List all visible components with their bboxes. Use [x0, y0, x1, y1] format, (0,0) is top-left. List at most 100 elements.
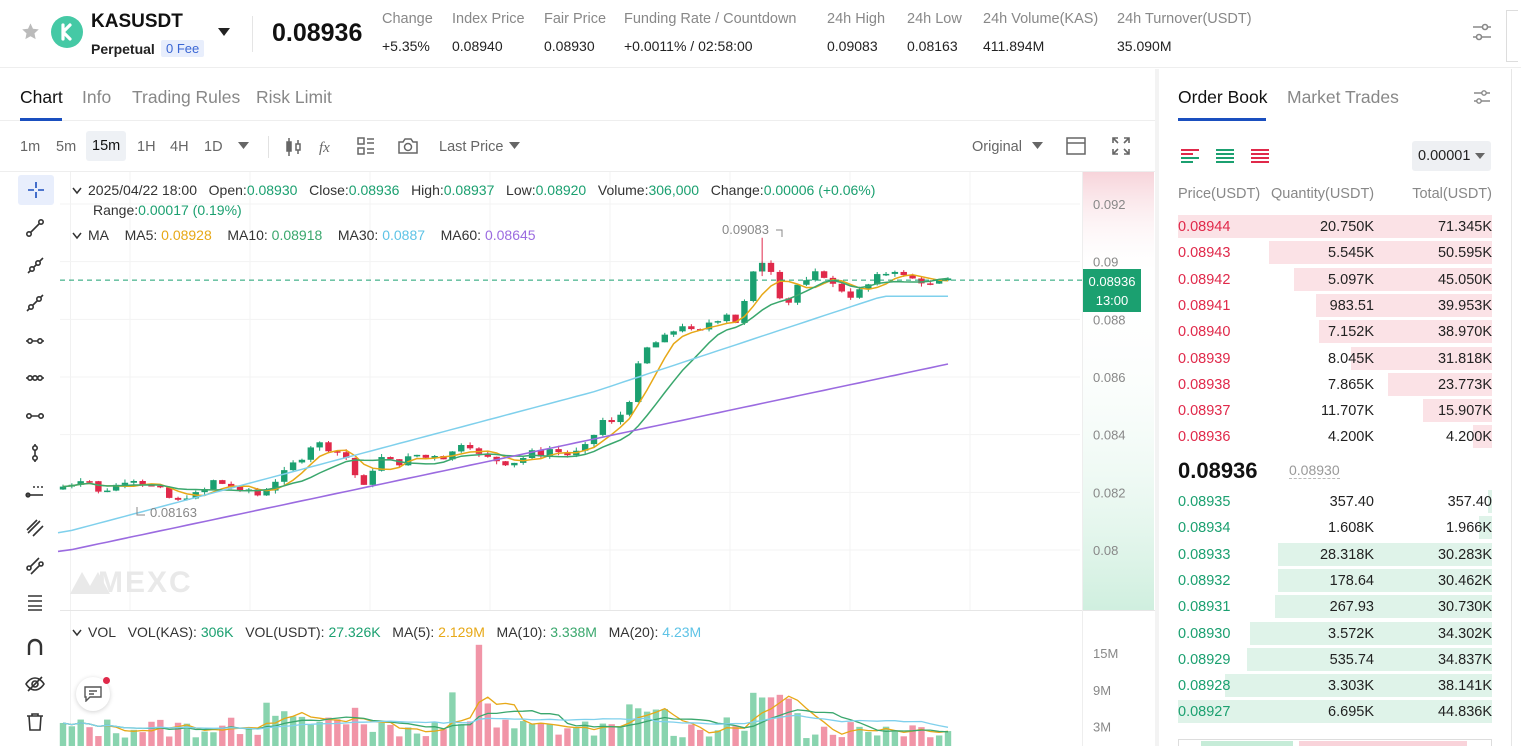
interval-1h[interactable]: 1H — [137, 139, 156, 155]
bid-row[interactable]: 0.08931 267.93 30.730K — [1178, 595, 1492, 619]
indicators-fx-icon[interactable]: fx — [318, 137, 336, 157]
ratio-bar — [1178, 739, 1492, 746]
ask-row[interactable]: 0.08943 5.545K 50.595K — [1178, 241, 1492, 265]
stat-7: 24h Turnover(USDT) 35.090M — [1117, 11, 1252, 54]
volume-axis-label: 15M — [1093, 646, 1118, 661]
ask-total: 39.953K — [1437, 297, 1492, 314]
parallel-channel-tool[interactable] — [0, 513, 70, 543]
candle-body — [626, 402, 633, 415]
interval-dropdown-icon[interactable] — [238, 142, 249, 150]
ma5-label: MA5: — [124, 227, 158, 243]
ask-row[interactable]: 0.08944 20.750K 71.345K — [1178, 215, 1492, 239]
price-chart[interactable]: 0.092 0.09 0.088 0.086 0.084 0.082 0.08 MEXC 0.0… — [0, 172, 1155, 746]
bid-row[interactable]: 0.08927 6.695K 44.836K — [1178, 700, 1492, 724]
precision-select[interactable]: 0.00001 — [1412, 141, 1491, 171]
delete-drawings-tool[interactable] — [0, 707, 70, 737]
bid-row[interactable]: 0.08928 3.303K 38.141K — [1178, 674, 1492, 698]
interval-4h[interactable]: 4H — [170, 139, 189, 155]
price-type-select[interactable]: Last Price — [439, 139, 504, 155]
ask-row[interactable]: 0.08938 7.865K 23.773K — [1178, 372, 1492, 397]
depth-bar — [1294, 267, 1492, 291]
bid-row[interactable]: 0.08929 535.74 34.837K — [1178, 647, 1492, 672]
price-type-dropdown-icon[interactable] — [509, 142, 520, 150]
chat-float-button[interactable] — [76, 677, 110, 711]
depth-bar — [1278, 542, 1492, 566]
vol-collapse-chevron-icon[interactable] — [72, 629, 82, 637]
trend-line-tool[interactable] — [0, 213, 70, 243]
screenshot-camera-icon[interactable] — [398, 137, 418, 155]
symbol-name[interactable]: KASUSDT — [91, 11, 183, 32]
bid-row[interactable]: 0.08935 357.40 357.40 — [1178, 490, 1492, 514]
volume-bar — [900, 736, 907, 746]
ask-row[interactable]: 0.08940 7.152K 38.970K — [1178, 320, 1492, 344]
volume-bar — [767, 697, 775, 746]
high-label: High: — [411, 182, 444, 198]
crosshair-tool[interactable] — [18, 175, 54, 205]
candle-body — [900, 271, 907, 276]
view-asks-icon[interactable] — [1250, 148, 1270, 164]
tab-chart[interactable]: Chart — [20, 87, 63, 107]
ask-row[interactable]: 0.08942 5.097K 45.050K — [1178, 267, 1492, 292]
tab-trading-rules[interactable]: Trading Rules — [132, 87, 241, 107]
bid-row[interactable]: 0.08930 3.572K 34.302K — [1178, 621, 1492, 646]
interval-1m[interactable]: 1m — [20, 139, 41, 155]
view-both-icon[interactable] — [1180, 148, 1200, 164]
page-scrollbar[interactable] — [1511, 69, 1521, 746]
volume-bar — [130, 729, 137, 746]
volume-bar — [210, 732, 217, 746]
volume-bar — [493, 727, 500, 746]
price-range-tool[interactable] — [0, 476, 70, 506]
tab-info[interactable]: Info — [82, 87, 112, 107]
ask-row[interactable]: 0.08939 8.045K 31.818K — [1178, 346, 1492, 371]
depth-bar — [1479, 516, 1492, 540]
ray-tool[interactable] — [0, 251, 70, 281]
horizontal-line-tool[interactable] — [0, 326, 70, 356]
volume-bar — [449, 692, 456, 746]
volume-bar — [590, 735, 598, 746]
depth-bar — [1319, 320, 1492, 344]
ma60-line — [57, 363, 949, 553]
bid-row[interactable]: 0.08933 28.318K 30.283K — [1178, 542, 1492, 567]
fib-tool[interactable] — [0, 551, 70, 581]
favorite-star-icon[interactable] — [21, 22, 40, 41]
hide-drawings-tool[interactable] — [0, 669, 70, 699]
chart-window-icon[interactable] — [1066, 136, 1086, 156]
ma-collapse-chevron-icon[interactable] — [72, 232, 82, 240]
volume-bar — [573, 728, 580, 746]
ask-row[interactable]: 0.08936 4.200K 4.200K — [1178, 425, 1492, 449]
segment-tool[interactable] — [0, 401, 70, 431]
chart-toolbar: 1m 5m 15m 1H 4H 1D fx Last Price Origina… — [0, 122, 1155, 172]
ask-row[interactable]: 0.08937 11.707K 15.907K — [1178, 399, 1492, 423]
horizontal-ray-tool[interactable] — [0, 363, 70, 393]
ohlc-volume: 306,000 — [648, 182, 700, 198]
view-bids-icon[interactable] — [1215, 148, 1235, 164]
candle-type-icon[interactable] — [285, 137, 303, 157]
bid-row[interactable]: 0.08934 1.608K 1.966K — [1178, 516, 1492, 540]
bid-price: 0.08933 — [1178, 546, 1231, 563]
ask-row[interactable]: 0.08941 983.51 39.953K — [1178, 293, 1492, 318]
view-mode-select[interactable]: Original — [972, 139, 1022, 155]
fullscreen-icon[interactable] — [1112, 137, 1130, 155]
collapse-chevron-icon[interactable] — [72, 187, 82, 195]
tab-order-book[interactable]: Order Book — [1178, 87, 1268, 107]
magnet-tool[interactable] — [0, 632, 70, 662]
interval-15m[interactable]: 15m — [86, 131, 127, 161]
view-mode-dropdown-icon[interactable] — [1032, 142, 1043, 150]
layout-grid-icon[interactable] — [357, 137, 375, 155]
tab-risk-limit[interactable]: Risk Limit — [256, 87, 332, 107]
interval-1d[interactable]: 1D — [204, 139, 223, 155]
orderbook-settings-icon[interactable] — [1473, 88, 1491, 106]
ma30-line — [57, 295, 948, 534]
symbol-dropdown-icon[interactable] — [217, 27, 231, 37]
volume-bar — [935, 735, 943, 746]
precision-dropdown-icon — [1475, 153, 1485, 159]
tab-market-trades[interactable]: Market Trades — [1287, 87, 1399, 107]
vertical-line-tool[interactable] — [0, 438, 70, 468]
settings-sliders-icon[interactable] — [1470, 20, 1494, 44]
volume-bar — [396, 736, 403, 746]
bid-row[interactable]: 0.08932 178.64 30.462K — [1178, 568, 1492, 593]
extended-line-tool[interactable] — [0, 288, 70, 318]
multi-line-tool[interactable] — [0, 588, 70, 618]
stat-label: 24h Low — [907, 11, 962, 27]
interval-5m[interactable]: 5m — [56, 139, 77, 155]
